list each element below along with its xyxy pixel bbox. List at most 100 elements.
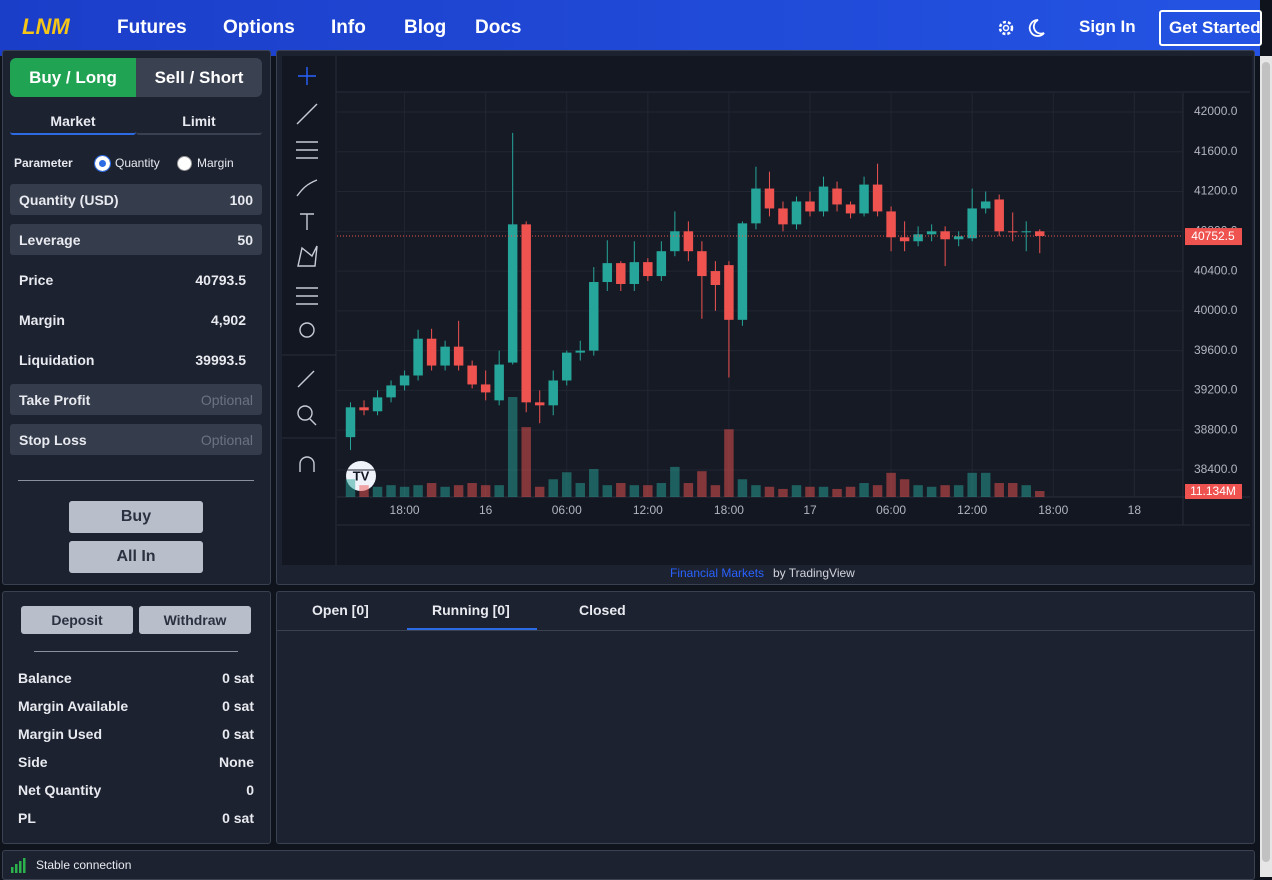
candle-body bbox=[399, 375, 410, 386]
scrollbar bbox=[1260, 56, 1272, 877]
attribution-text: by TradingView bbox=[773, 566, 855, 580]
get-started[interactable]: Get Started bbox=[1159, 10, 1262, 46]
volume-bar bbox=[913, 485, 923, 497]
x-tick-label: 18:00 bbox=[1038, 503, 1068, 517]
drawing-tools bbox=[296, 67, 318, 472]
volume-bar bbox=[616, 483, 626, 497]
field[interactable]: Quantity (USD) 100 bbox=[10, 184, 262, 215]
field: Margin 4,902 bbox=[10, 304, 262, 335]
nav-bar: LNM Sign In Get Started bbox=[0, 0, 1262, 56]
field-value: 39993.5 bbox=[195, 351, 246, 368]
candle-body bbox=[656, 251, 667, 277]
order-panel bbox=[2, 50, 271, 585]
status-text: Stable connection bbox=[36, 858, 132, 872]
nav-link[interactable]: Futures bbox=[117, 17, 187, 38]
last-volume-box bbox=[1185, 484, 1242, 500]
candle-body bbox=[629, 262, 640, 285]
volume-bar bbox=[994, 483, 1004, 497]
logo[interactable]: LNM bbox=[22, 14, 70, 39]
candle-body bbox=[818, 186, 829, 212]
candle-body bbox=[534, 402, 545, 406]
volume-bar bbox=[521, 427, 531, 497]
account-label: Margin Available bbox=[18, 698, 129, 714]
candle-body bbox=[751, 188, 761, 224]
volume-bar bbox=[778, 488, 788, 497]
radio[interactable] bbox=[177, 156, 192, 171]
chart: TV 38400.0 38800.0 39200.0 39600.0 40000.0 40… bbox=[282, 56, 1252, 565]
last-price-label: 40752.5 bbox=[1191, 229, 1235, 243]
field[interactable]: Take Profit Optional bbox=[10, 384, 262, 415]
order-button[interactable]: Buy bbox=[69, 501, 203, 533]
account-label: Balance bbox=[18, 670, 72, 686]
candle-body bbox=[589, 282, 599, 351]
volume-bar bbox=[940, 485, 950, 497]
nav-link[interactable]: Info bbox=[331, 17, 366, 38]
volume-bar bbox=[751, 485, 761, 497]
y-tick-label: 39600.0 bbox=[1194, 343, 1238, 357]
candle-body bbox=[764, 188, 775, 209]
x-tick-label: 12:00 bbox=[957, 503, 987, 517]
account-button[interactable]: Withdraw bbox=[139, 606, 251, 634]
candle-body bbox=[872, 184, 883, 212]
nav-link[interactable]: Docs bbox=[475, 17, 522, 38]
volume-bar bbox=[832, 488, 842, 497]
candle-body bbox=[494, 364, 504, 401]
volume-bar bbox=[710, 485, 721, 497]
field-label: Leverage bbox=[19, 231, 81, 248]
field-value: Optional bbox=[200, 431, 253, 448]
side-tab[interactable]: Sell / Short bbox=[136, 58, 262, 97]
field-label: Quantity (USD) bbox=[19, 191, 119, 208]
positions-tab[interactable]: Open [0] bbox=[312, 602, 369, 618]
volume-bar bbox=[575, 483, 585, 497]
last-price-box bbox=[1185, 228, 1242, 246]
x-tick-label: 18:00 bbox=[714, 503, 744, 517]
account-button[interactable]: Deposit bbox=[21, 606, 133, 634]
side-tab[interactable]: Buy / Long bbox=[10, 58, 136, 97]
candle-body bbox=[683, 231, 694, 252]
candle-body bbox=[548, 380, 558, 406]
volume-bar bbox=[372, 486, 383, 497]
candle-body bbox=[1007, 231, 1018, 233]
y-tick-label: 40400.0 bbox=[1194, 263, 1238, 277]
field-value: 100 bbox=[229, 191, 253, 208]
candle-body bbox=[791, 201, 802, 225]
volume-bar bbox=[818, 486, 829, 497]
order-button[interactable]: All In bbox=[69, 541, 203, 573]
order-type-tab[interactable]: Market bbox=[10, 108, 136, 135]
field-value: 50 bbox=[237, 231, 253, 248]
attribution-link[interactable]: Financial Markets bbox=[670, 566, 765, 580]
account-value: 0 bbox=[246, 782, 254, 798]
signal-icon bbox=[11, 858, 26, 873]
positions-line bbox=[276, 630, 1255, 631]
candle-body bbox=[480, 384, 491, 393]
order-type-tab[interactable]: Limit bbox=[136, 108, 262, 135]
account-label: Margin Used bbox=[18, 726, 103, 742]
candle-body bbox=[575, 350, 585, 353]
sign-in[interactable]: Sign In bbox=[1079, 17, 1136, 36]
volume-bar bbox=[899, 479, 910, 497]
volume-bar bbox=[589, 469, 599, 497]
field[interactable]: Stop Loss Optional bbox=[10, 424, 262, 455]
volume-bar bbox=[859, 483, 869, 497]
positions-tab[interactable]: Running [0] bbox=[432, 602, 510, 618]
nav-link[interactable]: Blog bbox=[404, 17, 447, 38]
volume-bar bbox=[399, 486, 410, 497]
icons[interactable] bbox=[996, 18, 1046, 38]
nav-link[interactable]: Options bbox=[223, 17, 295, 38]
candle-body bbox=[845, 204, 856, 214]
field: Liquidation 39993.5 bbox=[10, 344, 262, 375]
candle-body bbox=[832, 188, 842, 205]
radio[interactable] bbox=[94, 155, 111, 172]
volume-bar bbox=[805, 486, 815, 497]
candle-body bbox=[440, 346, 450, 366]
field[interactable]: Leverage 50 bbox=[10, 224, 262, 255]
volume-bar bbox=[656, 483, 667, 497]
positions-tab[interactable]: Closed bbox=[579, 602, 626, 618]
volume-bar bbox=[467, 483, 477, 497]
candle-body bbox=[413, 338, 423, 376]
x-tick-label: 18 bbox=[1128, 503, 1142, 517]
candle-body bbox=[602, 263, 613, 283]
field-label: Take Profit bbox=[19, 391, 91, 408]
field-value: 4,902 bbox=[210, 311, 246, 328]
